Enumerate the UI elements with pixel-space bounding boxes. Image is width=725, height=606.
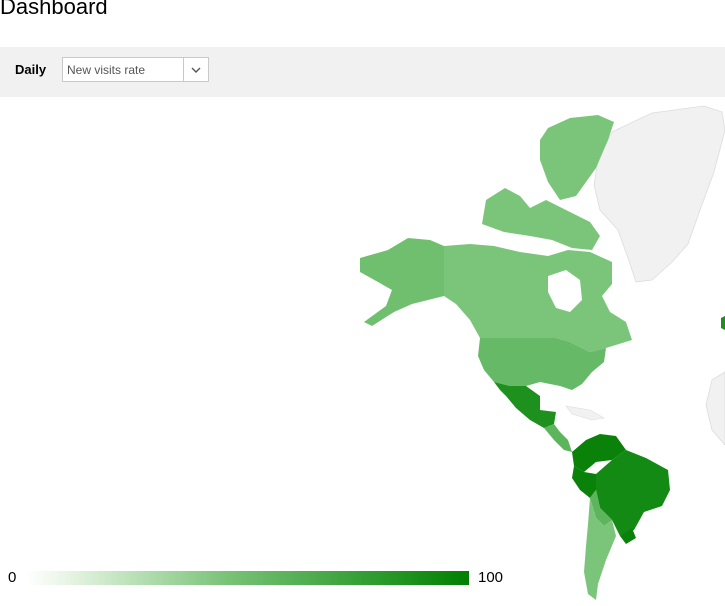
map-region-europe-edge[interactable] — [705, 371, 725, 446]
map-region-canada[interactable] — [444, 244, 632, 352]
toolbar: Daily New visits rate — [0, 47, 725, 97]
map-region-mexico[interactable] — [494, 382, 556, 428]
map-region-alaska[interactable] — [360, 238, 444, 326]
chevron-down-icon — [191, 67, 201, 73]
legend-min-label: 0 — [8, 569, 17, 586]
map-region-usa[interactable] — [478, 338, 606, 390]
color-scale-bar — [26, 571, 469, 585]
map-region-brazil[interactable] — [596, 450, 670, 536]
map-region-northern-south-america[interactable] — [572, 434, 626, 472]
legend-max-label: 100 — [478, 569, 504, 586]
metric-select[interactable]: New visits rate — [62, 57, 209, 82]
map-region-bolivia[interactable] — [590, 490, 612, 526]
period-label: Daily — [15, 62, 47, 77]
map-region-caribbean[interactable] — [565, 405, 605, 421]
metric-select-button[interactable] — [183, 58, 208, 81]
page-title: Dashboard — [0, 0, 108, 19]
geo-map[interactable] — [0, 97, 725, 601]
map-region-peru[interactable] — [572, 466, 596, 498]
map-region-arctic-islands-2[interactable] — [482, 188, 600, 250]
map-region-greenland[interactable] — [593, 105, 725, 283]
map-region-hudson-bay — [548, 270, 582, 312]
map-region-europe-green[interactable] — [721, 316, 725, 330]
map-region-argentina[interactable] — [584, 498, 616, 600]
map-region-uruguay[interactable] — [620, 528, 636, 544]
map-region-central-america[interactable] — [544, 424, 572, 452]
metric-select-value: New visits rate — [67, 63, 146, 77]
map-region-arctic-islands[interactable] — [540, 115, 614, 200]
